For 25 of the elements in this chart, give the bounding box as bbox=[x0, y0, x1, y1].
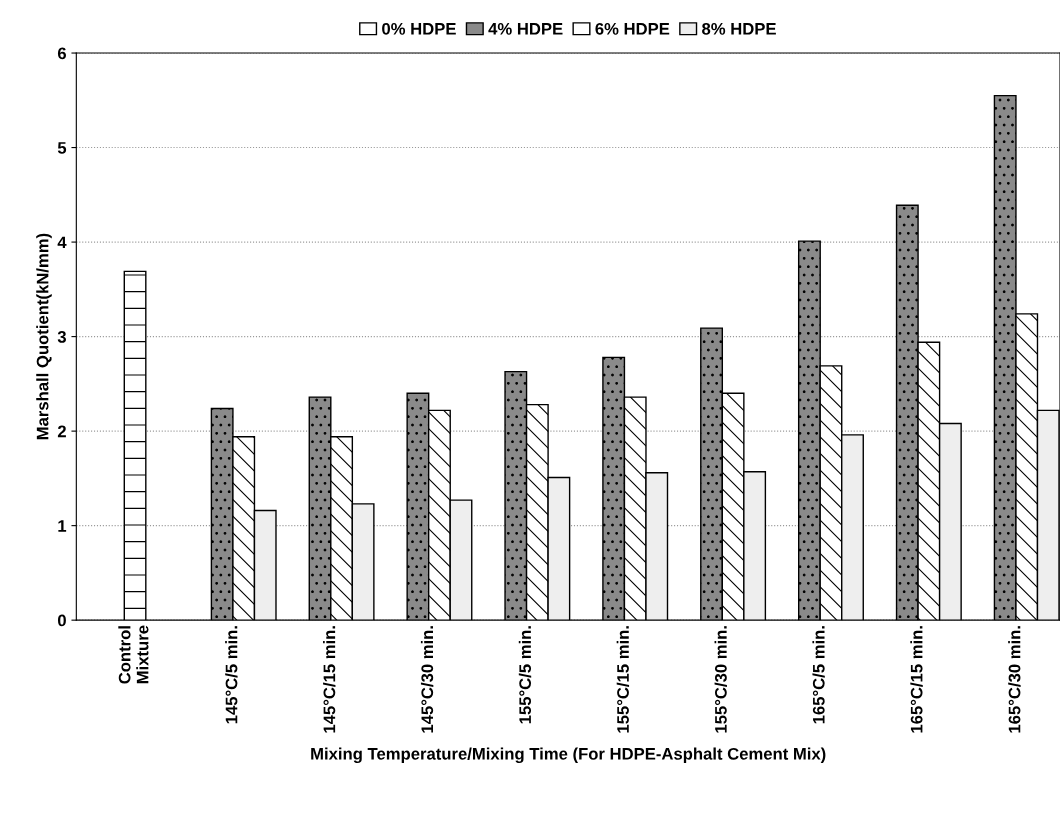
y-tick-label: 4 bbox=[57, 236, 67, 249]
bar bbox=[938, 422, 962, 621]
y-axis-title: Marshall Quotient(kN/mm) bbox=[36, 233, 52, 440]
legend-label: 8% HDPE bbox=[702, 22, 776, 35]
x-axis-title: Mixing Temperature/Mixing Time (For HDPE-Asphalt Cement Mix) bbox=[311, 747, 826, 764]
x-tick-label: 155°C/5 min. bbox=[518, 626, 532, 724]
x-tick-label: Control Mixture bbox=[118, 625, 149, 684]
x-tick-label: 155°C/15 min. bbox=[616, 626, 630, 733]
y-tick-label: 3 bbox=[57, 331, 66, 343]
legend-label: 6% HDPE bbox=[595, 22, 670, 35]
y-tick-label: 5 bbox=[57, 142, 67, 154]
x-tick-label: 145°C/15 min. bbox=[323, 626, 336, 733]
y-tick-label: 6 bbox=[57, 47, 66, 60]
x-tick-label: 155°C/30 min. bbox=[714, 626, 727, 733]
legend-label: 0% HDPE bbox=[382, 22, 456, 35]
x-tick-label: 165°C/5 min. bbox=[812, 626, 825, 724]
bar bbox=[841, 434, 864, 621]
y-tick-label: 0 bbox=[57, 614, 66, 627]
x-tick-label: 145°C/5 min. bbox=[225, 626, 238, 724]
x-tick-label: 165°C/30 min. bbox=[1008, 626, 1021, 733]
x-tick-label: 145°C/30 min. bbox=[420, 626, 434, 733]
x-tick-label: 165°C/15 min. bbox=[910, 626, 923, 733]
y-tick-label: 2 bbox=[57, 425, 66, 438]
legend-label: 4% HDPE bbox=[488, 22, 563, 35]
y-tick-label: 1 bbox=[58, 520, 67, 532]
